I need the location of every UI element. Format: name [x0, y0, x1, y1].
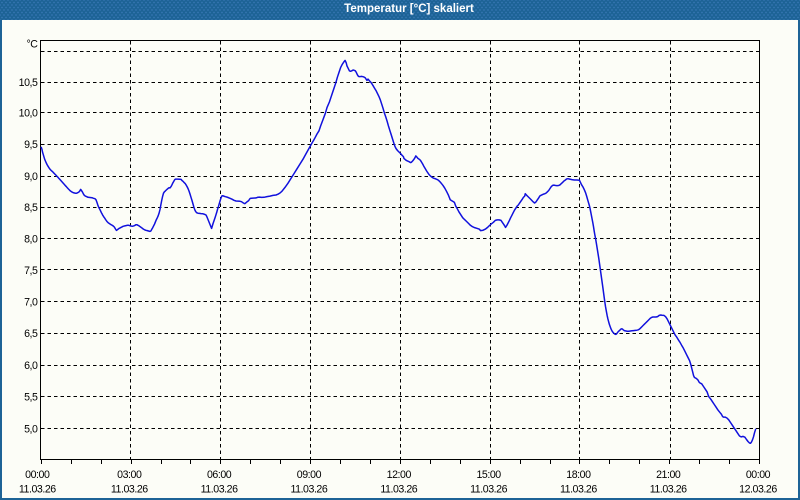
svg-text:00:00: 00:00 — [746, 469, 771, 481]
svg-text:11.03.26: 11.03.26 — [380, 484, 417, 496]
svg-text:12:00: 12:00 — [387, 469, 412, 481]
svg-text:11.03.26: 11.03.26 — [19, 484, 56, 496]
svg-text:5,0: 5,0 — [24, 423, 38, 435]
svg-text:12.03.26: 12.03.26 — [739, 484, 777, 496]
svg-text:18:00: 18:00 — [566, 469, 591, 481]
svg-text:5,5: 5,5 — [24, 392, 38, 404]
svg-text:03:00: 03:00 — [117, 469, 142, 481]
svg-text:11.03.26: 11.03.26 — [201, 484, 238, 496]
svg-text:10,5: 10,5 — [19, 77, 38, 89]
svg-text:9,5: 9,5 — [24, 139, 38, 151]
svg-text:8,5: 8,5 — [24, 202, 38, 214]
svg-text:09:00: 09:00 — [297, 469, 322, 481]
svg-text:7,0: 7,0 — [24, 296, 38, 308]
svg-text:06:00: 06:00 — [207, 469, 232, 481]
svg-text:10,0: 10,0 — [19, 107, 38, 119]
svg-text:00:00: 00:00 — [25, 469, 50, 481]
svg-text:15:00: 15:00 — [476, 469, 501, 481]
svg-text:8,0: 8,0 — [24, 234, 38, 246]
svg-text:9,0: 9,0 — [24, 171, 38, 183]
svg-text:6,0: 6,0 — [24, 360, 38, 372]
svg-text:11.03.26: 11.03.26 — [470, 484, 507, 496]
svg-text:11.03.26: 11.03.26 — [111, 484, 148, 496]
svg-text:6,5: 6,5 — [24, 328, 38, 340]
svg-text:11.03.26: 11.03.26 — [650, 484, 687, 496]
svg-text:21:00: 21:00 — [656, 469, 681, 481]
svg-text:7,5: 7,5 — [24, 265, 38, 277]
svg-text:°C: °C — [27, 39, 39, 51]
svg-text:11.03.26: 11.03.26 — [290, 484, 327, 496]
svg-text:11.03.26: 11.03.26 — [560, 484, 597, 496]
